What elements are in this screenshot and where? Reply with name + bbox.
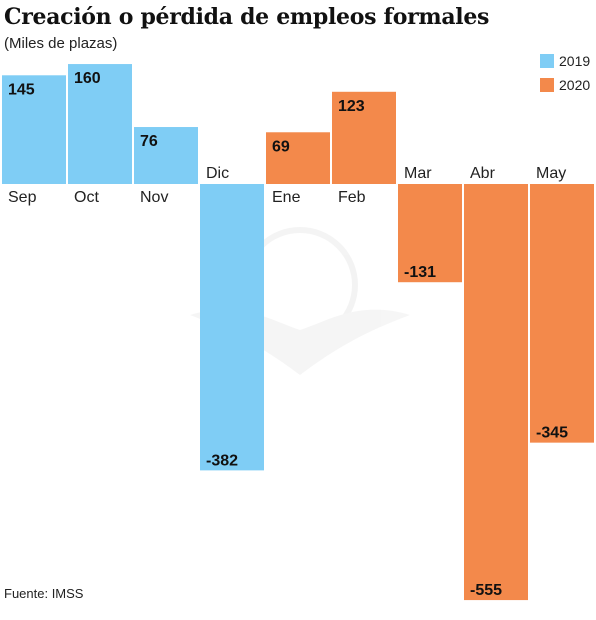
chart-subtitle: (Miles de plazas)	[4, 35, 118, 52]
value-label-oct: 160	[74, 70, 101, 87]
value-label-ene: 69	[272, 138, 290, 155]
legend-item-2019: 2019	[540, 50, 590, 72]
bar-abr	[464, 184, 528, 601]
bar-sep	[2, 75, 66, 184]
category-label-mar: Mar	[404, 165, 432, 182]
legend-item-2020: 2020	[540, 74, 590, 96]
category-label-feb: Feb	[338, 189, 366, 206]
bar-mar	[398, 184, 462, 283]
bar-may	[530, 184, 594, 443]
category-label-ene: Ene	[272, 189, 301, 206]
source-note: Fuente: IMSS	[4, 586, 84, 601]
legend-label-2020: 2020	[559, 77, 591, 93]
category-label-dic: Dic	[206, 165, 229, 182]
bar-feb	[332, 91, 396, 184]
category-label-nov: Nov	[140, 189, 168, 206]
category-label-may: May	[536, 165, 566, 182]
value-label-dic: -382	[206, 452, 238, 469]
bar-ene	[266, 132, 330, 184]
value-label-feb: 123	[338, 98, 365, 115]
legend-swatch-2019	[540, 54, 554, 68]
page-title: Creación o pérdida de empleos formales	[4, 4, 490, 30]
category-label-oct: Oct	[74, 189, 99, 206]
category-label-sep: Sep	[8, 189, 37, 206]
bar-dic	[200, 184, 264, 471]
value-label-may: -345	[536, 425, 568, 442]
value-label-sep: 145	[8, 81, 35, 98]
bar-oct	[68, 64, 132, 184]
bar-nov	[134, 127, 198, 184]
legend: 2019 2020	[540, 50, 590, 98]
category-label-abr: Abr	[470, 165, 496, 182]
legend-label-2019: 2019	[559, 53, 591, 69]
legend-swatch-2020	[540, 78, 554, 92]
value-label-abr: -555	[470, 582, 502, 599]
value-label-nov: 76	[140, 133, 158, 150]
value-label-mar: -131	[404, 264, 436, 281]
